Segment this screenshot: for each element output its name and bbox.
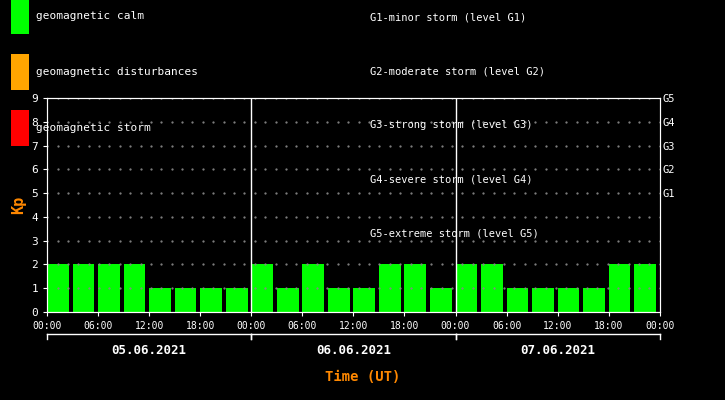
- Bar: [302, 264, 324, 312]
- Bar: [558, 288, 579, 312]
- Text: Time (UT): Time (UT): [325, 370, 400, 384]
- Bar: [405, 264, 426, 312]
- Bar: [455, 264, 477, 312]
- Bar: [481, 264, 502, 312]
- Bar: [430, 288, 452, 312]
- Text: 05.06.2021: 05.06.2021: [112, 344, 187, 357]
- Bar: [47, 264, 69, 312]
- Bar: [124, 264, 146, 312]
- Bar: [583, 288, 605, 312]
- Bar: [225, 288, 247, 312]
- Bar: [507, 288, 529, 312]
- Bar: [98, 264, 120, 312]
- Bar: [532, 288, 554, 312]
- Y-axis label: Kp: Kp: [11, 196, 26, 214]
- Bar: [609, 264, 631, 312]
- Bar: [277, 288, 299, 312]
- Bar: [634, 264, 656, 312]
- Text: G4-severe storm (level G4): G4-severe storm (level G4): [370, 174, 532, 184]
- Text: geomagnetic storm: geomagnetic storm: [36, 123, 151, 133]
- Text: G1-minor storm (level G1): G1-minor storm (level G1): [370, 12, 526, 22]
- Text: G3-strong storm (level G3): G3-strong storm (level G3): [370, 120, 532, 130]
- Bar: [200, 288, 222, 312]
- Bar: [328, 288, 349, 312]
- Text: geomagnetic disturbances: geomagnetic disturbances: [36, 67, 198, 77]
- Text: 07.06.2021: 07.06.2021: [520, 344, 595, 357]
- Text: 06.06.2021: 06.06.2021: [316, 344, 391, 357]
- Bar: [379, 264, 401, 312]
- Bar: [353, 288, 375, 312]
- Bar: [175, 288, 196, 312]
- Bar: [149, 288, 171, 312]
- Text: G2-moderate storm (level G2): G2-moderate storm (level G2): [370, 66, 544, 76]
- Bar: [252, 264, 273, 312]
- Text: geomagnetic calm: geomagnetic calm: [36, 11, 144, 21]
- Bar: [72, 264, 94, 312]
- Text: G5-extreme storm (level G5): G5-extreme storm (level G5): [370, 228, 539, 238]
